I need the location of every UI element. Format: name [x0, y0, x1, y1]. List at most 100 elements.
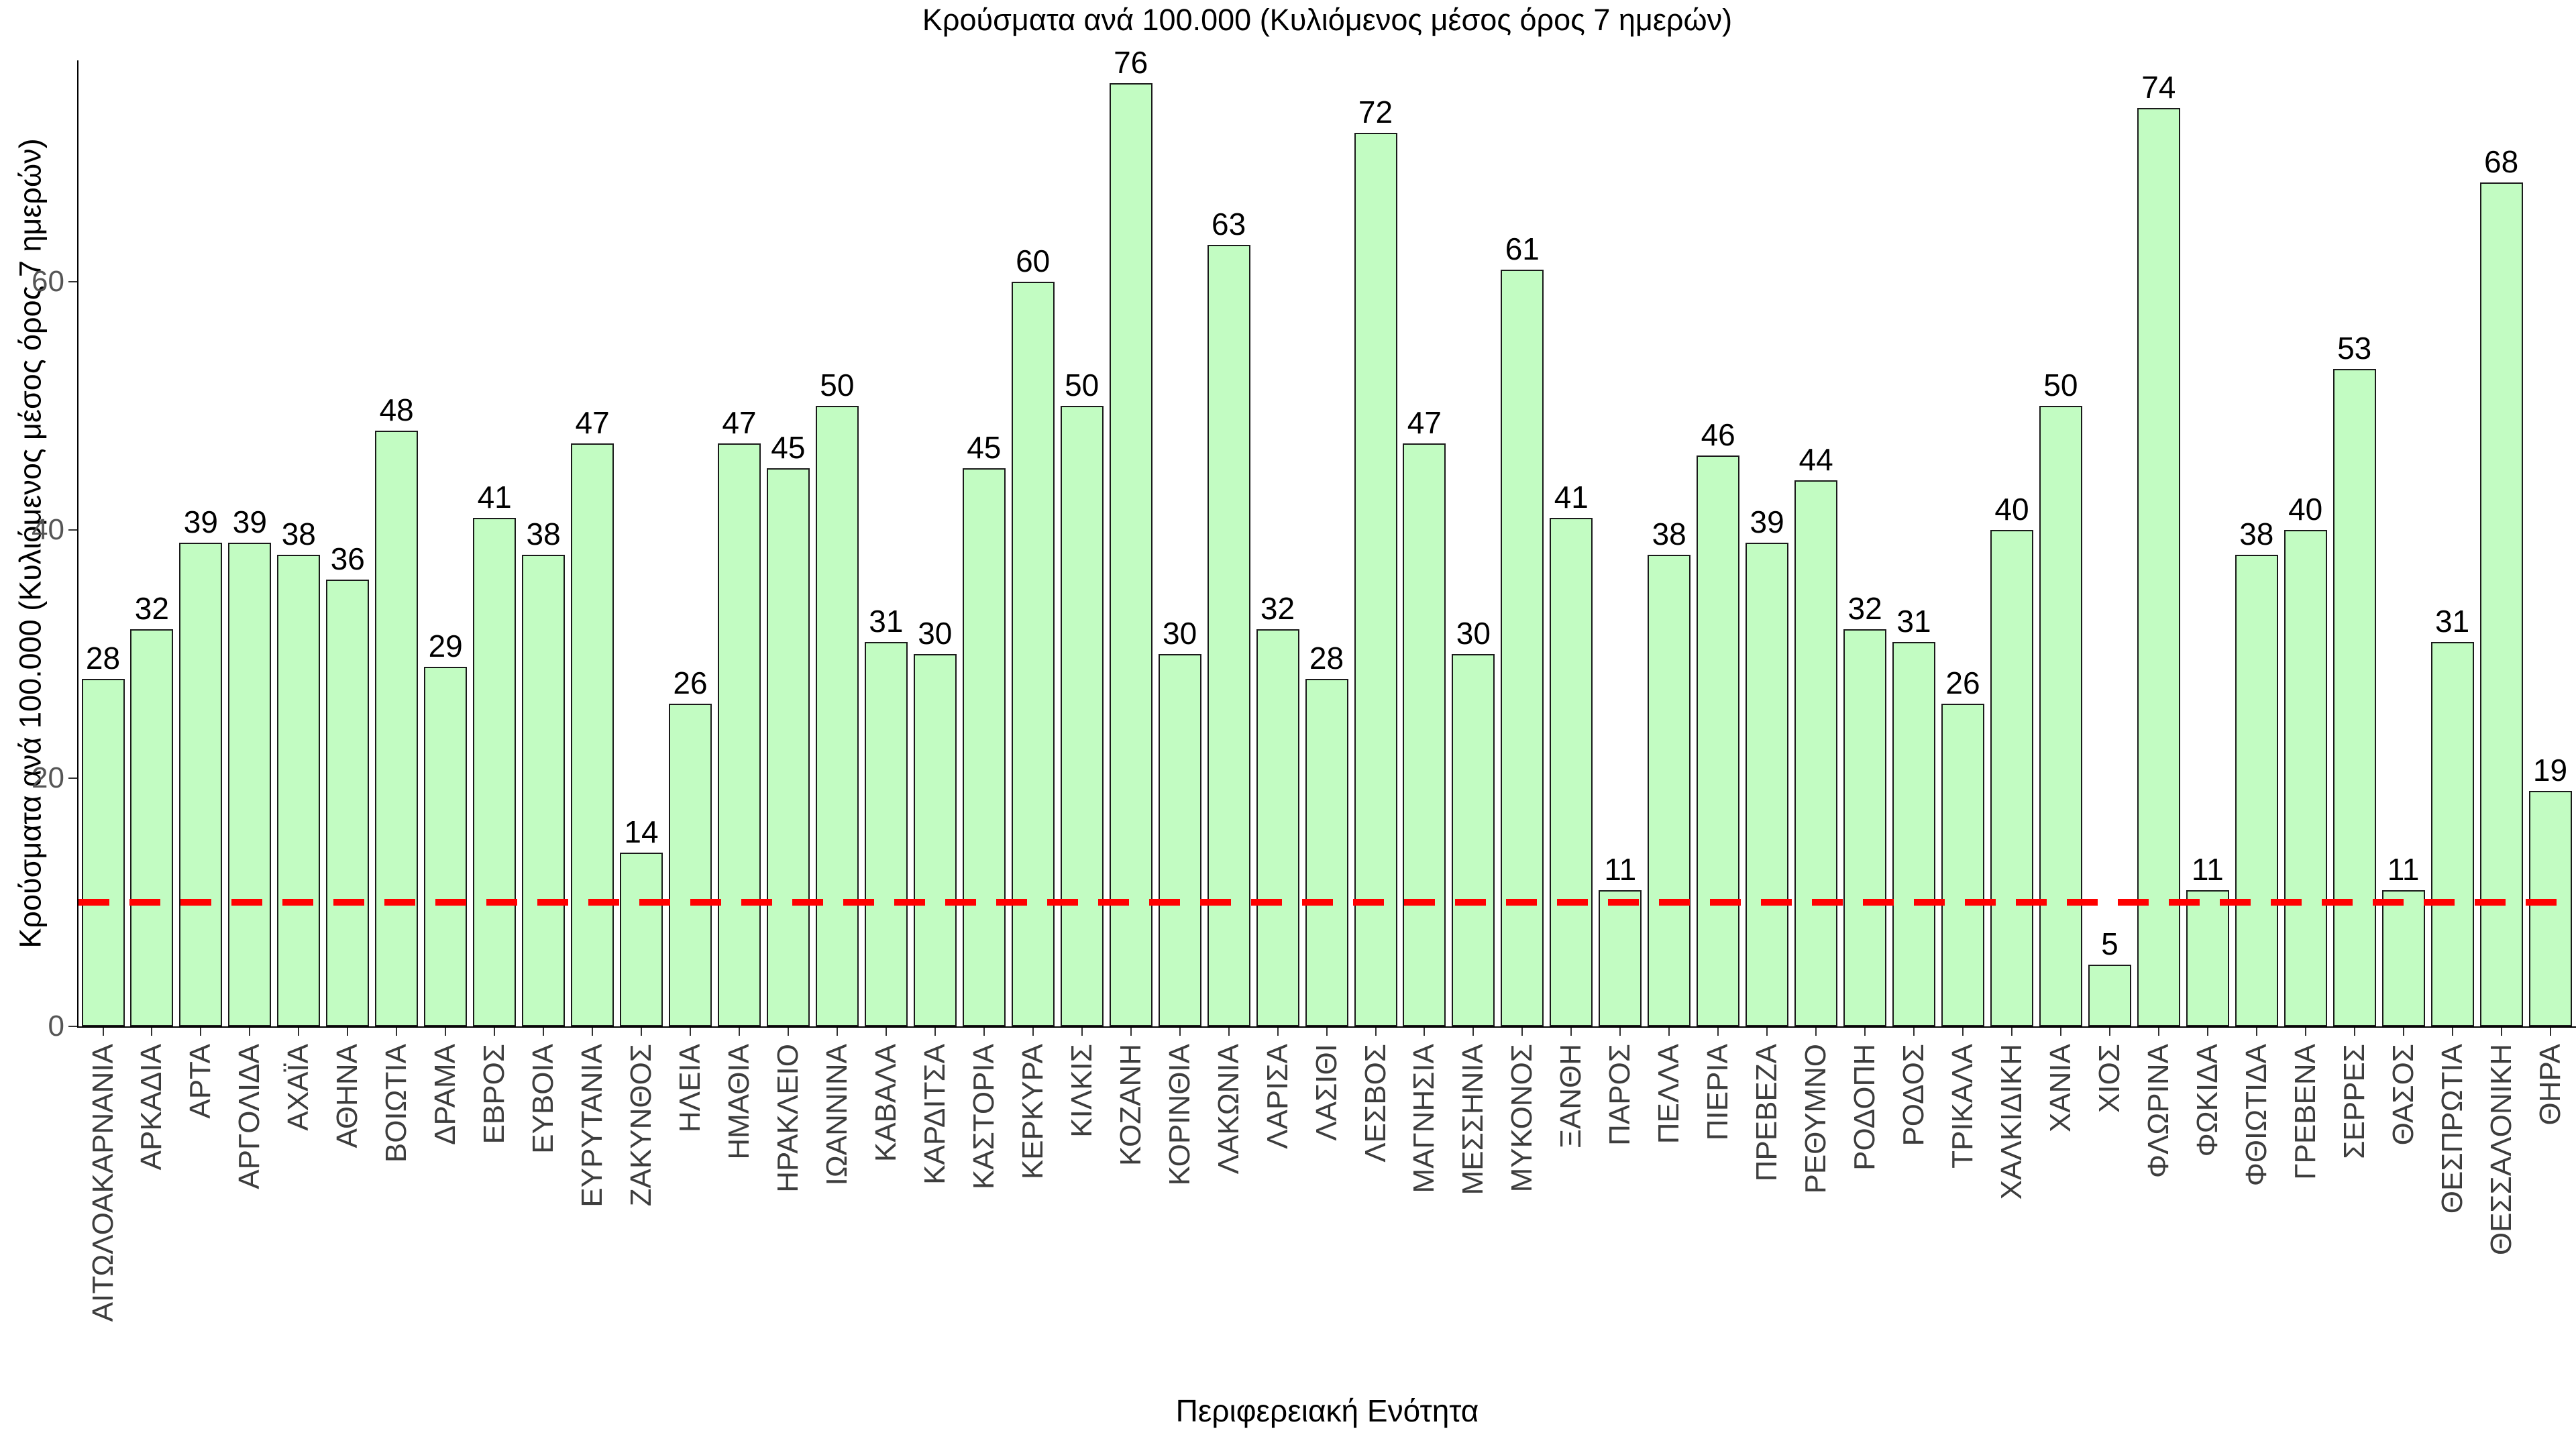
bar: [2186, 890, 2229, 1026]
bar: [424, 666, 468, 1026]
x-tick-label: ΚΟΖΑΝΗ: [1114, 1044, 1147, 1166]
x-tick-mark: [445, 1028, 447, 1036]
x-tick-label: ΕΥΡΥΤΑΝΙΑ: [576, 1044, 609, 1208]
x-tick-label: ΡΕΘΥΜΝΟ: [1799, 1044, 1833, 1194]
bar: [2479, 182, 2523, 1026]
x-tick-mark: [2549, 1028, 2551, 1036]
y-tick-label: 40: [32, 513, 64, 546]
x-tick-label: ΜΑΓΝΗΣΙΑ: [1407, 1044, 1441, 1193]
x-tick-mark: [690, 1028, 691, 1036]
bar-value-label: 26: [673, 665, 708, 700]
bar: [179, 542, 223, 1026]
y-tick-label: 60: [32, 265, 64, 298]
x-tick-label: ΗΜΑΘΙΑ: [722, 1044, 755, 1160]
bar-value-label: 47: [575, 405, 610, 440]
x-tick-mark: [1668, 1028, 1670, 1036]
bar-value-label: 76: [1114, 45, 1148, 80]
x-tick-label: ΠΕΛΛΑ: [1652, 1044, 1686, 1144]
x-tick-mark: [1913, 1028, 1915, 1036]
bar: [1746, 542, 1789, 1026]
x-tick-mark: [836, 1028, 838, 1036]
bar-value-label: 30: [1163, 616, 1197, 651]
bar: [1794, 480, 1838, 1026]
x-tick-mark: [1179, 1028, 1181, 1036]
x-tick-label: ΑΡΓΟΛΙΔΑ: [233, 1044, 266, 1189]
bar-value-label: 31: [2435, 603, 2470, 639]
x-tick-mark: [200, 1028, 202, 1036]
x-tick-mark: [1766, 1028, 1768, 1036]
bar-value-label: 39: [1750, 504, 1784, 539]
x-tick-label: ΛΑΚΩΝΙΑ: [1212, 1044, 1245, 1175]
bar-value-label: 36: [330, 541, 365, 576]
x-tick-label: ΔΡΑΜΑ: [429, 1044, 462, 1145]
x-tick-mark: [2157, 1028, 2159, 1036]
bar: [228, 542, 272, 1026]
bar-value-label: 40: [1994, 492, 2029, 527]
x-tick-label: ΘΕΣΠΡΩΤΙΑ: [2435, 1044, 2469, 1214]
x-tick-label: ΞΑΝΘΗ: [1554, 1044, 1588, 1148]
x-tick-label: ΗΛΕΙΑ: [674, 1044, 706, 1133]
bar-value-label: 30: [1456, 616, 1491, 651]
x-tick-mark: [934, 1028, 936, 1036]
x-tick-mark: [2255, 1028, 2257, 1036]
x-tick-mark: [1032, 1028, 1034, 1036]
bar-value-label: 41: [477, 479, 512, 515]
x-tick-mark: [2108, 1028, 2110, 1036]
x-tick-mark: [2206, 1028, 2208, 1036]
bar-value-label: 74: [2141, 70, 2176, 105]
bar: [962, 468, 1006, 1026]
bar: [2332, 368, 2376, 1026]
bar: [1207, 244, 1250, 1026]
bar: [2088, 964, 2131, 1026]
x-tick-label: ΦΛΩΡΙΝΑ: [2141, 1044, 2175, 1179]
x-tick-mark: [1130, 1028, 1132, 1036]
x-tick-label: ΕΥΒΟΙΑ: [527, 1044, 560, 1154]
bar-value-label: 61: [1505, 231, 1540, 266]
bar: [81, 679, 125, 1026]
bar-value-label: 41: [1554, 479, 1589, 515]
bar: [1403, 443, 1446, 1026]
x-tick-mark: [885, 1028, 887, 1036]
bar: [473, 517, 517, 1026]
bar: [1109, 83, 1152, 1026]
x-tick-label: ΦΘΙΩΤΙΔΑ: [2239, 1044, 2273, 1187]
bar: [522, 555, 566, 1026]
y-tick-mark: [68, 281, 77, 282]
x-tick-mark: [347, 1028, 349, 1036]
x-tick-label: ΦΩΚΙΔΑ: [2190, 1044, 2224, 1157]
bar: [326, 580, 370, 1026]
x-tick-mark: [2500, 1028, 2502, 1036]
bar: [864, 641, 908, 1026]
x-tick-mark: [1619, 1028, 1621, 1036]
x-tick-mark: [1570, 1028, 1572, 1036]
bar-value-label: 68: [2484, 144, 2519, 179]
bar-value-label: 5: [2101, 926, 2118, 961]
bar-value-label: 19: [2532, 752, 2568, 788]
x-tick-mark: [1472, 1028, 1474, 1036]
x-tick-label: ΠΑΡΟΣ: [1603, 1044, 1637, 1146]
bar-value-label: 39: [183, 504, 218, 539]
x-tick-label: ΧΑΛΚΙΔΙΚΗ: [1995, 1044, 2028, 1200]
x-tick-label: ΚΑΡΔΙΤΣΑ: [918, 1044, 951, 1185]
x-tick-mark: [102, 1028, 104, 1036]
bar-value-label: 40: [2288, 492, 2323, 527]
bar-value-label: 53: [2337, 330, 2372, 366]
x-tick-mark: [1326, 1028, 1328, 1036]
bar: [375, 431, 419, 1026]
x-tick-mark: [543, 1028, 545, 1036]
x-tick-mark: [2059, 1028, 2061, 1036]
x-tick-label: ΗΡΑΚΛΕΙΟ: [771, 1044, 804, 1193]
x-tick-mark: [1962, 1028, 1964, 1036]
x-tick-mark: [1864, 1028, 1866, 1036]
bar-value-label: 50: [820, 368, 855, 402]
bar-value-label: 28: [1309, 641, 1344, 676]
x-tick-mark: [1375, 1028, 1377, 1036]
x-tick-mark: [298, 1028, 300, 1036]
bar: [1305, 679, 1348, 1026]
x-tick-label: ΜΥΚΟΝΟΣ: [1505, 1044, 1539, 1193]
x-tick-label: ΘΗΡΑ: [2533, 1044, 2567, 1126]
bar-value-label: 14: [624, 814, 659, 849]
bar-value-label: 31: [1896, 603, 1931, 639]
bar-value-label: 39: [232, 504, 267, 539]
x-tick-label: ΚΑΒΑΛΑ: [869, 1044, 902, 1163]
